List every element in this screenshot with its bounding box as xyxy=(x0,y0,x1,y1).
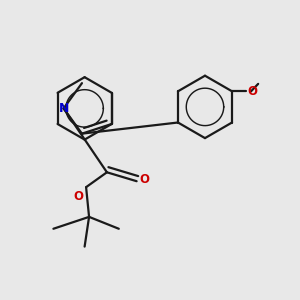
Text: O: O xyxy=(74,190,84,203)
Text: O: O xyxy=(247,85,257,98)
Text: N: N xyxy=(58,102,69,115)
Text: O: O xyxy=(140,173,150,186)
